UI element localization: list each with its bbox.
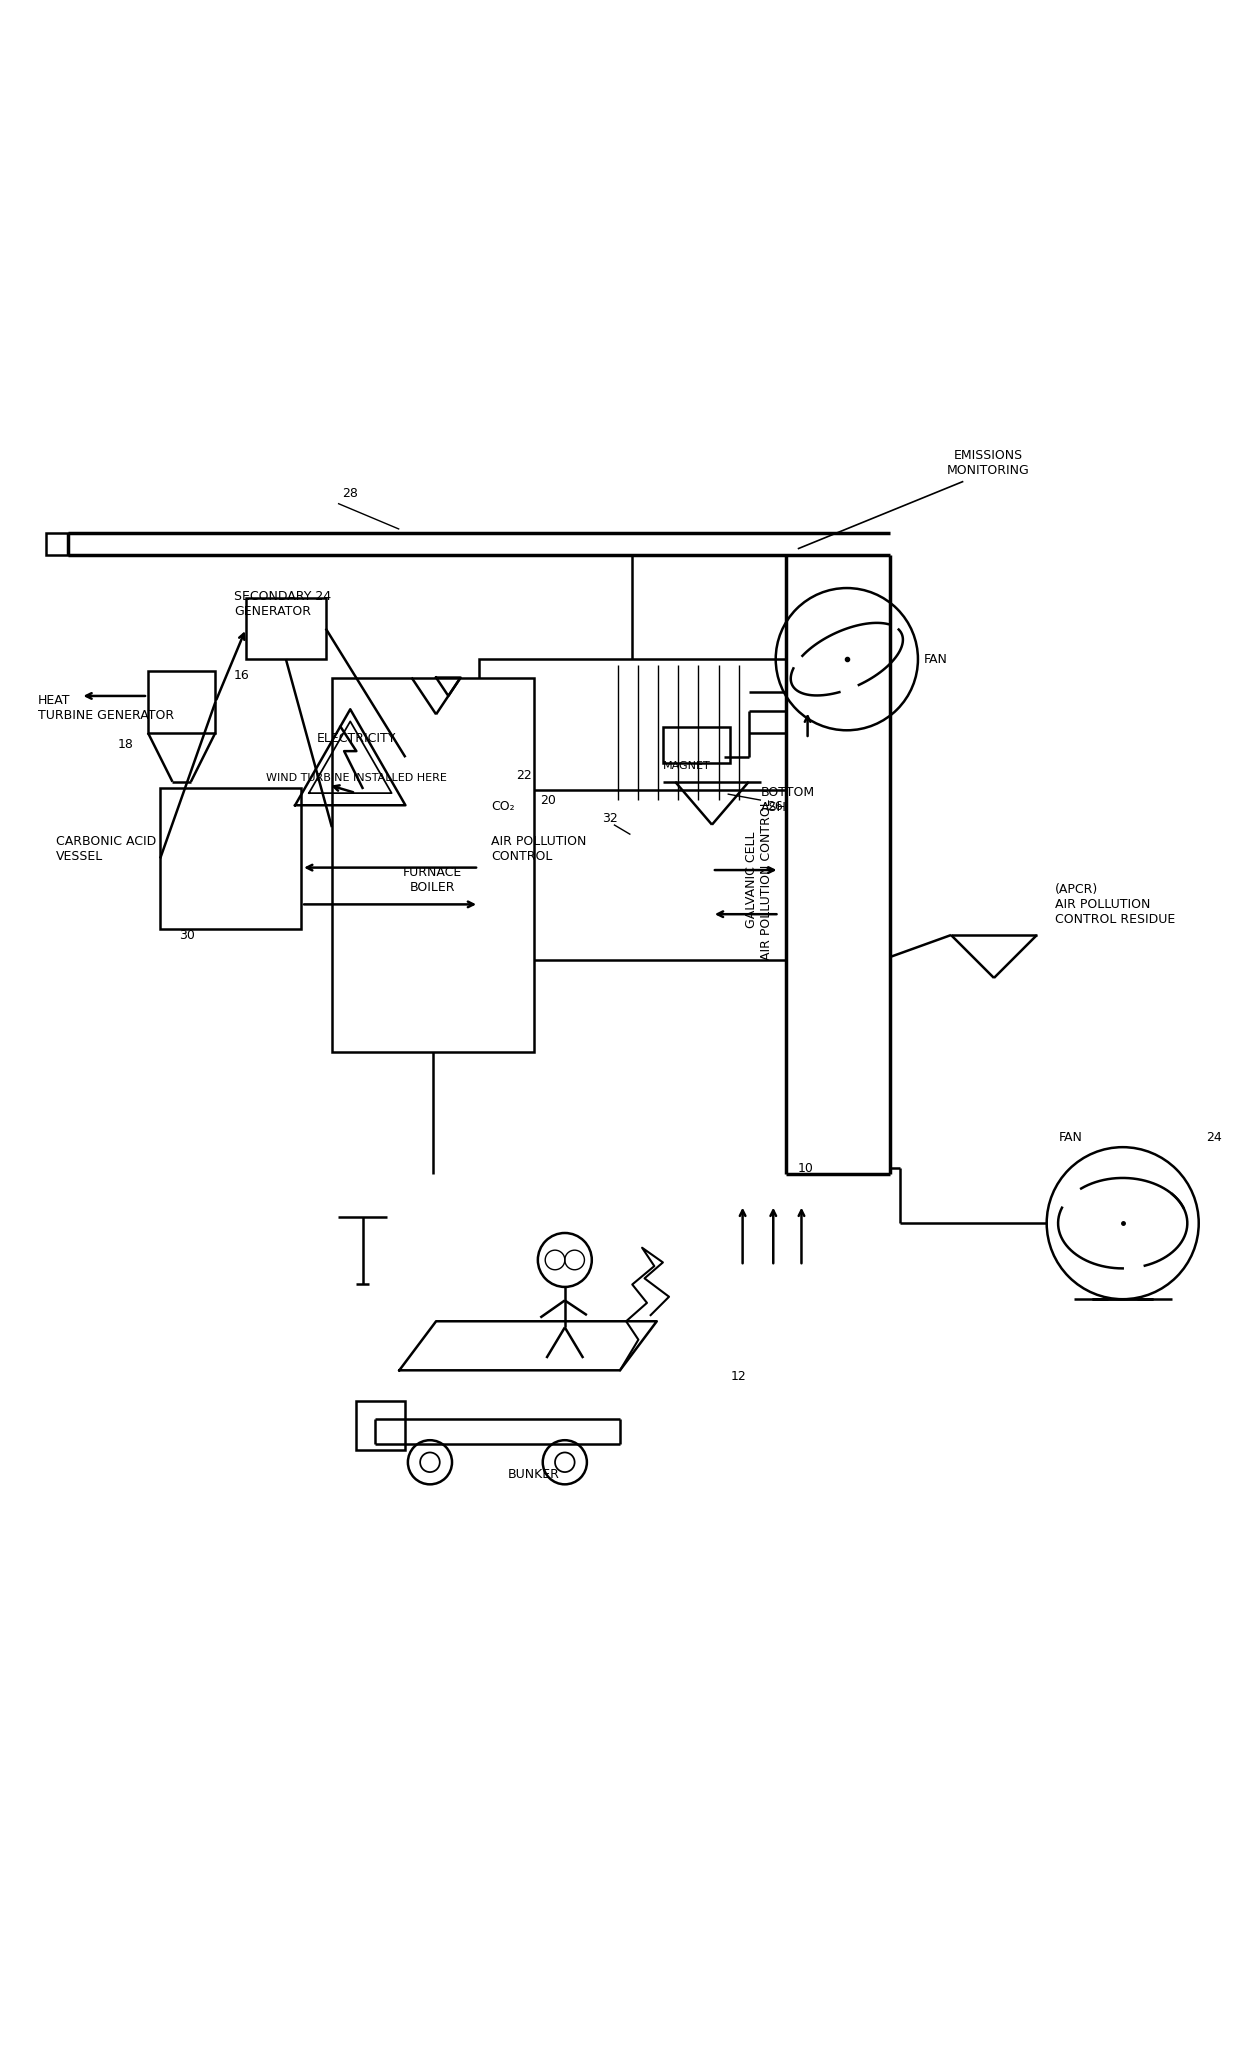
FancyBboxPatch shape [479, 659, 785, 959]
FancyBboxPatch shape [595, 836, 712, 947]
FancyBboxPatch shape [246, 598, 326, 659]
Text: WIND TURBINE INSTALLED HERE: WIND TURBINE INSTALLED HERE [265, 772, 446, 783]
Text: CO₂: CO₂ [491, 799, 515, 813]
FancyBboxPatch shape [332, 678, 534, 1052]
FancyBboxPatch shape [46, 532, 68, 555]
Text: FAN: FAN [1059, 1132, 1083, 1144]
FancyBboxPatch shape [608, 665, 749, 801]
Text: BOTTOM
ASH: BOTTOM ASH [761, 787, 815, 813]
Text: 32: 32 [601, 811, 618, 826]
Text: FAN: FAN [924, 653, 947, 665]
Text: SECONDARY 24
GENERATOR: SECONDARY 24 GENERATOR [234, 589, 331, 618]
Text: 26: 26 [768, 799, 782, 813]
Text: 22: 22 [516, 768, 532, 783]
Text: 12: 12 [730, 1370, 746, 1382]
Text: GALVANIC CELL
AIR POLLUTION CONTROL: GALVANIC CELL AIR POLLUTION CONTROL [745, 799, 774, 959]
Text: 18: 18 [118, 739, 133, 752]
Text: HEAT
TURBINE GENERATOR: HEAT TURBINE GENERATOR [37, 694, 174, 723]
Text: ELECTRICITY: ELECTRICITY [316, 733, 396, 746]
FancyBboxPatch shape [356, 1401, 405, 1450]
Text: 24: 24 [1207, 1132, 1221, 1144]
FancyBboxPatch shape [160, 789, 301, 928]
Text: 16: 16 [234, 670, 249, 682]
Text: 20: 20 [541, 793, 557, 807]
Text: 10: 10 [797, 1161, 813, 1175]
Text: CARBONIC ACID
VESSEL: CARBONIC ACID VESSEL [56, 836, 156, 863]
Text: EMISSIONS
MONITORING: EMISSIONS MONITORING [946, 450, 1029, 477]
Text: 30: 30 [179, 928, 195, 941]
Text: (APCR)
AIR POLLUTION
CONTROL RESIDUE: (APCR) AIR POLLUTION CONTROL RESIDUE [1055, 883, 1176, 926]
FancyBboxPatch shape [148, 672, 216, 733]
Text: FURNACE
BOILER: FURNACE BOILER [403, 867, 463, 893]
Text: BUNKER: BUNKER [508, 1469, 560, 1481]
FancyBboxPatch shape [663, 727, 730, 764]
Text: 28: 28 [342, 487, 358, 499]
Text: MAGNET: MAGNET [663, 760, 711, 770]
Text: AIR POLLUTION
CONTROL: AIR POLLUTION CONTROL [491, 836, 587, 863]
